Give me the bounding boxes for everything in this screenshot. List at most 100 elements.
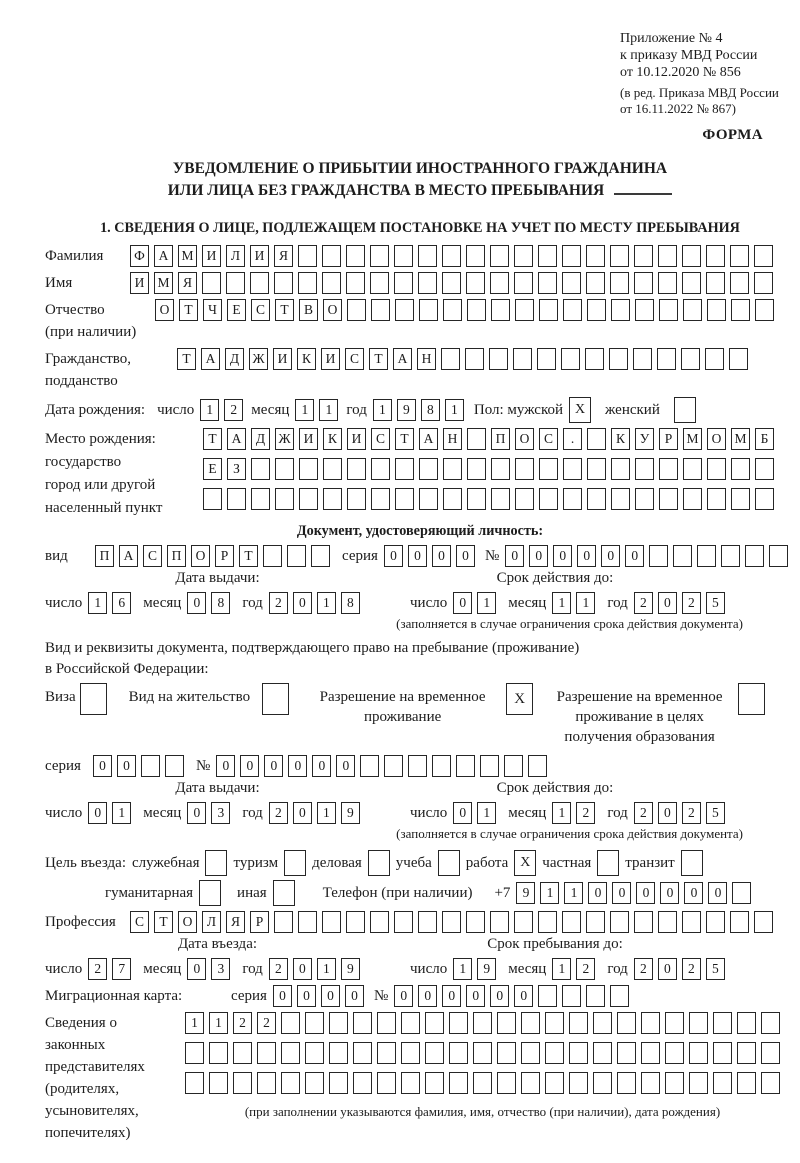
checkbox-purpose-business[interactable] [367, 850, 390, 876]
char-cell[interactable] [449, 1012, 468, 1034]
char-cell[interactable]: 2 [633, 958, 653, 980]
char-cell[interactable]: Д [251, 428, 270, 450]
char-cell[interactable] [473, 1072, 492, 1094]
char-cell[interactable]: 2 [268, 592, 288, 614]
char-cell[interactable]: 1 [316, 592, 336, 614]
char-cell[interactable] [298, 245, 317, 267]
char-cell[interactable]: 0 [187, 802, 207, 824]
char-cell[interactable]: 0 [657, 802, 677, 824]
char-cell[interactable]: 0 [240, 755, 260, 777]
char-cell[interactable] [587, 488, 606, 510]
char-cell[interactable] [401, 1012, 420, 1034]
char-cell[interactable] [322, 245, 341, 267]
char-cell[interactable] [515, 458, 534, 480]
char-cell[interactable] [491, 488, 510, 510]
char-cell[interactable] [418, 245, 437, 267]
char-cell[interactable]: А [154, 245, 173, 267]
char-cell[interactable] [377, 1072, 396, 1094]
char-cell[interactable] [713, 1042, 732, 1064]
char-cell[interactable]: Т [275, 299, 294, 321]
char-cell[interactable] [593, 1072, 612, 1094]
char-cell[interactable]: 0 [344, 985, 364, 1007]
char-cell[interactable] [514, 911, 533, 933]
char-cell[interactable] [329, 1042, 348, 1064]
char-cell[interactable]: 0 [431, 545, 451, 567]
char-cell[interactable] [641, 1042, 660, 1064]
char-cell[interactable] [769, 545, 789, 567]
char-cell[interactable] [281, 1072, 300, 1094]
char-cell[interactable] [466, 272, 485, 294]
char-cell[interactable] [515, 488, 534, 510]
char-cell[interactable]: П [167, 545, 186, 567]
char-cell[interactable]: 3 [211, 802, 231, 824]
char-cell[interactable] [419, 458, 438, 480]
char-cell[interactable]: 0 [514, 985, 534, 1007]
char-cell[interactable] [442, 911, 461, 933]
char-cell[interactable] [353, 1012, 372, 1034]
char-cell[interactable] [370, 911, 389, 933]
char-cell[interactable]: И [299, 428, 318, 450]
char-cell[interactable] [322, 911, 341, 933]
char-cell[interactable] [442, 245, 461, 267]
checkbox-purpose-tourism[interactable] [284, 850, 307, 876]
char-cell[interactable] [658, 911, 677, 933]
char-cell[interactable] [491, 458, 510, 480]
char-cell[interactable]: 1 [576, 592, 596, 614]
char-cell[interactable] [329, 1012, 348, 1034]
char-cell[interactable]: 1 [185, 1012, 204, 1034]
char-cell[interactable]: 1 [540, 882, 560, 904]
char-cell[interactable]: О [155, 299, 174, 321]
char-cell[interactable]: И [321, 348, 340, 370]
char-cell[interactable] [418, 272, 437, 294]
char-cell[interactable] [281, 1042, 300, 1064]
char-cell[interactable] [657, 348, 676, 370]
char-cell[interactable] [521, 1072, 540, 1094]
char-cell[interactable] [209, 1072, 228, 1094]
char-cell[interactable] [504, 755, 524, 777]
char-cell[interactable] [371, 458, 390, 480]
char-cell[interactable] [185, 1072, 204, 1094]
char-cell[interactable] [384, 755, 404, 777]
char-cell[interactable]: М [731, 428, 750, 450]
char-cell[interactable] [299, 488, 318, 510]
char-cell[interactable] [538, 245, 557, 267]
char-cell[interactable]: О [191, 545, 210, 567]
char-cell[interactable] [263, 545, 282, 567]
char-cell[interactable] [683, 488, 702, 510]
char-cell[interactable] [353, 1042, 372, 1064]
char-cell[interactable] [649, 545, 669, 567]
char-cell[interactable] [209, 1042, 228, 1064]
char-cell[interactable] [593, 1042, 612, 1064]
char-cell[interactable] [586, 272, 605, 294]
char-cell[interactable]: 0 [636, 882, 656, 904]
char-cell[interactable]: 2 [576, 802, 596, 824]
char-cell[interactable]: 5 [705, 958, 725, 980]
char-cell[interactable] [395, 458, 414, 480]
char-cell[interactable] [754, 245, 773, 267]
char-cell[interactable] [745, 545, 765, 567]
char-cell[interactable] [443, 458, 462, 480]
char-cell[interactable] [681, 348, 700, 370]
char-cell[interactable]: Я [226, 911, 245, 933]
char-cell[interactable] [706, 272, 725, 294]
char-cell[interactable]: С [143, 545, 162, 567]
char-cell[interactable]: Д [225, 348, 244, 370]
checkbox-female[interactable] [673, 397, 696, 423]
char-cell[interactable] [634, 245, 653, 267]
char-cell[interactable] [611, 488, 630, 510]
char-cell[interactable] [418, 911, 437, 933]
char-cell[interactable]: И [130, 272, 149, 294]
char-cell[interactable]: 9 [340, 802, 360, 824]
char-cell[interactable] [497, 1072, 516, 1094]
char-cell[interactable]: 0 [418, 985, 438, 1007]
char-cell[interactable] [635, 299, 654, 321]
char-cell[interactable] [394, 245, 413, 267]
char-cell[interactable] [562, 272, 581, 294]
char-cell[interactable]: А [419, 428, 438, 450]
char-cell[interactable] [185, 1042, 204, 1064]
char-cell[interactable]: 0 [407, 545, 427, 567]
char-cell[interactable]: 0 [505, 545, 525, 567]
char-cell[interactable] [673, 545, 693, 567]
char-cell[interactable] [299, 458, 318, 480]
char-cell[interactable] [683, 299, 702, 321]
